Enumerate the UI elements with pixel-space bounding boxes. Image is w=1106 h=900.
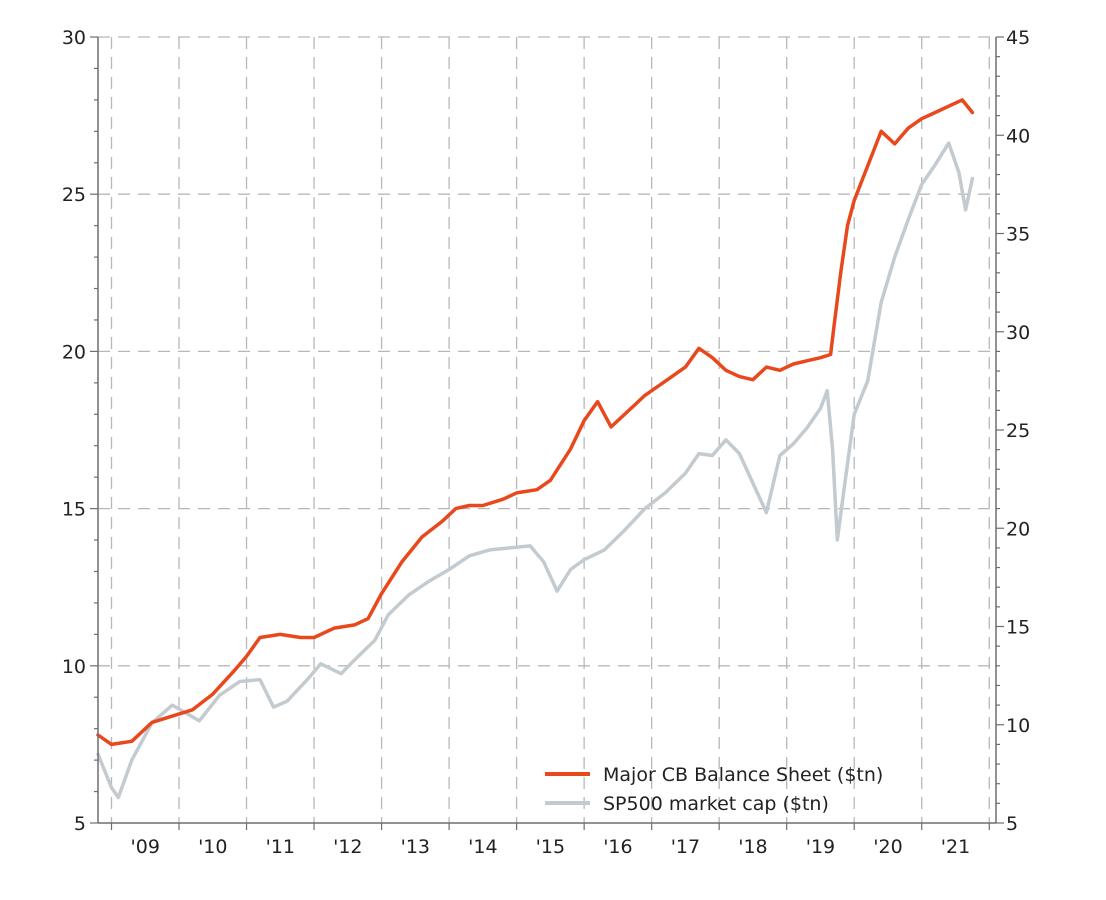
x-tick-label: '12 <box>333 836 362 858</box>
x-tick-label: '11 <box>266 836 295 858</box>
x-tick-label: '21 <box>941 836 970 858</box>
x-tick-label: '20 <box>873 836 902 858</box>
axes-layer: 5 10 15 20 25 30 5 10 15 20 25 30 35 40 45 '09 '10 '11 '12… <box>62 27 1030 858</box>
y-right-tick-label: 30 <box>1006 322 1030 344</box>
y-right-tick-label: 25 <box>1006 420 1030 442</box>
y-left-tick-label: 5 <box>74 813 86 835</box>
x-tick-label: '19 <box>806 836 835 858</box>
y-right-tick-label: 40 <box>1006 125 1030 147</box>
y-right-tick-label: 5 <box>1006 813 1018 835</box>
legend-label-sp500: SP500 market cap ($tn) <box>603 793 829 815</box>
y-left-tick-label: 25 <box>62 184 86 206</box>
x-tick-label: '15 <box>536 836 565 858</box>
legend: Major CB Balance Sheet ($tn) SP500 marke… <box>545 764 883 815</box>
y-right-tick-label: 45 <box>1006 27 1030 49</box>
x-tick-label: '10 <box>198 836 227 858</box>
x-tick-label: '09 <box>131 836 160 858</box>
series-line-cb-balance-sheet <box>96 98 975 747</box>
y-right-tick-label: 35 <box>1006 224 1030 246</box>
grid-layer <box>98 36 996 823</box>
x-tick-label: '17 <box>671 836 700 858</box>
y-right-tick-label: 20 <box>1006 518 1030 540</box>
x-tick-label: '14 <box>468 836 497 858</box>
y-left-tick-label: 15 <box>62 499 86 521</box>
x-tick-label: '16 <box>603 836 632 858</box>
x-tick-label: '13 <box>401 836 430 858</box>
y-left-tick-label: 10 <box>62 656 86 678</box>
x-tick-label: '18 <box>738 836 767 858</box>
y-left-tick-label: 20 <box>62 341 86 363</box>
legend-label-cb: Major CB Balance Sheet ($tn) <box>603 764 883 786</box>
series-layer <box>96 98 975 800</box>
y-right-tick-label: 10 <box>1006 715 1030 737</box>
series-line-sp500-market-cap <box>96 141 975 800</box>
y-right-tick-label: 15 <box>1006 617 1030 639</box>
y-left-tick-label: 30 <box>62 27 86 49</box>
